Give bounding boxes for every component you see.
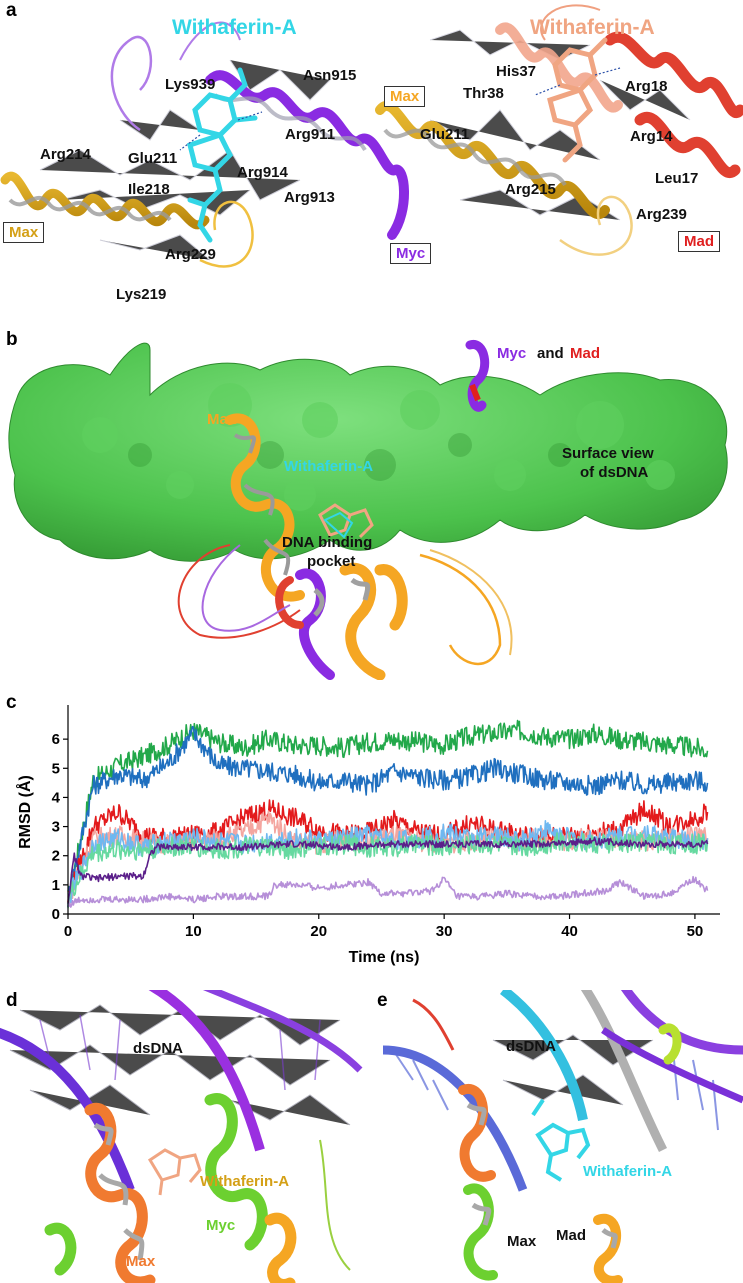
y-tick-label: 3 [52, 819, 60, 836]
x-axis-label: Time (ns) [349, 949, 420, 966]
label-max-e: Max [507, 1233, 537, 1250]
label-withaferin-b: Withaferin-A [284, 458, 374, 475]
rmsd-series-1 [67, 719, 709, 901]
label-myc-d: Myc [206, 1217, 236, 1234]
withaferin-left-sticks [187, 67, 258, 243]
withaferin-e-sticks [531, 1098, 591, 1182]
myc-mad-helix-b [465, 340, 490, 412]
label-and-b: and [537, 345, 564, 362]
res-arg229: Arg229 [165, 246, 216, 263]
label-mad-e: Mad [556, 1227, 586, 1244]
panel-e: e [373, 990, 743, 1283]
res-arg214: Arg214 [40, 146, 91, 163]
rmsd-series-8 [67, 875, 709, 908]
panel-d-structure [0, 990, 363, 1283]
res-arg14: Arg14 [630, 128, 673, 145]
box-max-left: Max [3, 222, 45, 243]
box-mad: Mad [678, 231, 720, 252]
max-helix-b [225, 413, 305, 602]
label-withaferin-d: Withaferin-A [200, 1173, 290, 1190]
res-arg18: Arg18 [625, 78, 668, 95]
y-tick-label: 0 [52, 906, 60, 923]
dsdna-surface [8, 342, 728, 562]
panel-a-label: a [6, 0, 17, 21]
box-max-right: Max [384, 86, 426, 107]
y-tick-label: 6 [52, 731, 60, 748]
panel-a: a [0, 0, 743, 310]
panel-d: d dsDNA Withafer [0, 990, 370, 1283]
label-surface-line1: Surface view [562, 445, 654, 462]
res-arg215: Arg215 [505, 181, 556, 198]
dna-backbone-d2 [148, 990, 265, 1152]
panel-a-structure [0, 4, 743, 268]
label-max-b: Max [207, 411, 237, 428]
res-his37: His37 [496, 63, 537, 80]
ligand-left-label: Withaferin-A [172, 16, 297, 39]
res-leu17: Leu17 [655, 170, 699, 187]
label-myc-b: Myc [497, 345, 527, 362]
y-axis-label: RMSD (Å) [15, 775, 34, 849]
ligand-right-label: Withaferin-A [530, 16, 655, 39]
label-max-d: Max [126, 1253, 156, 1270]
rmsd-series-7 [67, 836, 709, 904]
res-glu211-left: Glu211 [128, 150, 178, 167]
y-tick-label: 2 [52, 848, 60, 865]
y-tick-label: 1 [52, 877, 60, 894]
rmsd-chart: 0 10 20 30 40 50 0 1 2 3 4 5 6 Time (ns) RMSD (Å) [15, 705, 720, 966]
x-tick-label: 40 [561, 923, 578, 940]
label-dsdna-d: dsDNA [133, 1040, 184, 1057]
res-arg911: Arg911 [285, 126, 336, 143]
box-myc: Myc [390, 243, 432, 264]
label-surface-line2: of dsDNA [580, 464, 649, 481]
label-pocket-line1: DNA binding [282, 534, 373, 551]
res-arg239: Arg239 [636, 206, 687, 223]
myc-helix-d [44, 1093, 268, 1276]
res-lys219: Lys219 [116, 286, 167, 303]
x-tick-label: 0 [64, 923, 72, 940]
dna-backbone-e1 [382, 1045, 528, 1192]
panel-b-surface [8, 340, 728, 680]
panel-e-structure [382, 990, 743, 1283]
panel-e-label: e [377, 990, 388, 1011]
dna-backbone-d1 [0, 1028, 135, 1192]
res-arg914: Arg914 [237, 164, 288, 181]
res-asn915: Asn915 [303, 67, 357, 84]
rmsd-series-2 [67, 725, 709, 908]
panel-b-label: b [6, 329, 18, 350]
label-pocket-line2: pocket [307, 553, 356, 570]
res-thr38: Thr38 [463, 85, 504, 102]
x-tick-label: 10 [185, 923, 202, 940]
label-mad-b: Mad [570, 345, 600, 362]
x-tick-label: 50 [687, 923, 704, 940]
label-withaferin-e: Withaferin-A [583, 1163, 673, 1180]
mad-helix [604, 31, 743, 178]
panel-d-label: d [6, 990, 18, 1011]
panel-b: b [0, 325, 743, 680]
max-helix-left [0, 171, 210, 230]
res-glu211-right: Glu211 [420, 126, 470, 143]
max-helix-e [458, 1084, 496, 1182]
panel-c-label: c [6, 692, 17, 713]
res-lys939: Lys939 [165, 76, 216, 93]
y-tick-label: 4 [52, 789, 61, 806]
x-tick-label: 30 [436, 923, 453, 940]
res-ile218: Ile218 [128, 181, 170, 198]
panel-c: c 0 10 20 30 40 50 0 1 2 3 4 5 6 Time (ns) RMSD (Å) [0, 690, 743, 980]
x-tick-label: 20 [310, 923, 327, 940]
res-arg913: Arg913 [284, 189, 335, 206]
y-tick-label: 5 [52, 760, 60, 777]
dna-backbone-e2 [499, 990, 588, 1121]
label-dsdna-e: dsDNA [506, 1038, 557, 1055]
